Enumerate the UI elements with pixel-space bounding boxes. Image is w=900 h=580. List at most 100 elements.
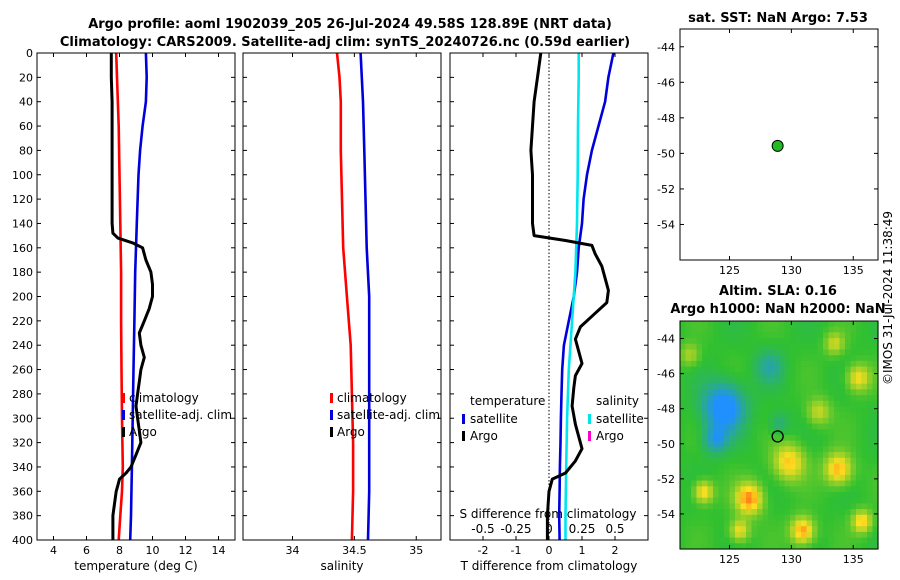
sla-heatmap-cell	[823, 514, 830, 522]
sla-heatmap-cell	[773, 520, 780, 527]
salinity-legend-swatch	[330, 393, 333, 403]
sla-heatmap-cell	[817, 366, 824, 373]
sla-heatmap-cell	[751, 355, 758, 362]
sla-heatmap-cell	[801, 520, 808, 527]
sla-heatmap-cell	[828, 452, 835, 459]
sla-heatmap-cell	[784, 406, 791, 413]
sla-heatmap-cell	[779, 343, 786, 351]
sla-heatmap-cell	[680, 332, 687, 339]
sla-heatmap-cell	[828, 383, 835, 390]
sla-heatmap-cell	[762, 321, 769, 328]
sla-heatmap-cell	[713, 531, 720, 539]
sla-heatmap-cell	[817, 429, 824, 436]
sla-heatmap-cell	[729, 537, 736, 544]
sla-heatmap-cell	[757, 435, 764, 442]
sla-heatmap-cell	[713, 492, 720, 499]
sla-heatmap-cell	[856, 378, 863, 385]
sla-heatmap-cell	[702, 378, 709, 385]
sla-heatmap-cell	[685, 383, 692, 390]
sla-heatmap-cell	[817, 543, 824, 550]
sla-heatmap-cell	[762, 383, 769, 390]
sla-heatmap-cell	[872, 520, 879, 527]
sla-heatmap-cell	[773, 321, 780, 328]
sla-heatmap-cell	[729, 452, 736, 459]
temperature-ytick-label: 20	[19, 71, 33, 84]
sla-heatmap-cell	[784, 435, 791, 442]
sla-heatmap-cell	[746, 514, 753, 522]
sla-heatmap-cell	[812, 440, 819, 447]
sla-heatmap-cell	[773, 395, 780, 402]
sla-heatmap-cell	[845, 463, 852, 470]
sla-heatmap-cell	[817, 457, 824, 465]
salinity-series-satellite-adj-clim	[359, 52, 371, 541]
sla-heatmap-cell	[790, 486, 797, 493]
sla-heatmap-cell	[872, 326, 879, 333]
sla-heatmap-cell	[806, 389, 813, 396]
sla-heatmap-cell	[685, 497, 692, 504]
sla-heatmap-cell	[691, 372, 698, 379]
sla-heatmap-cell	[839, 332, 846, 339]
sla-heatmap-cell	[795, 343, 802, 351]
sla-heatmap-cell	[746, 321, 753, 328]
sla-heatmap-cell	[762, 372, 769, 379]
sla-heatmap-cell	[740, 543, 747, 550]
sla-heatmap-cell	[724, 366, 731, 373]
sla-heatmap-cell	[801, 446, 808, 453]
sla-heatmap-cell	[834, 389, 841, 396]
sla-heatmap-cell	[773, 349, 780, 356]
sla-heatmap-cell	[784, 423, 791, 430]
sla-heatmap-cell	[845, 446, 852, 453]
sla-heatmap-cell	[702, 526, 709, 533]
sla-heatmap-cell	[718, 360, 725, 368]
sla-heatmap-cell	[713, 469, 720, 476]
sla-heatmap-cell	[702, 338, 709, 345]
sla-heatmap-cell	[680, 497, 687, 504]
sla-heatmap-cell	[696, 355, 703, 362]
sla-heatmap-cell	[828, 446, 835, 453]
sla-heatmap-cell	[828, 372, 835, 379]
sla-heatmap-cell	[861, 429, 868, 436]
sla-heatmap-cell	[685, 537, 692, 544]
sla-heatmap-cell	[751, 326, 758, 333]
sla-heatmap-cell	[801, 423, 808, 430]
sla-heatmap-cell	[839, 486, 846, 493]
sla-heatmap-cell	[828, 429, 835, 436]
sla-heatmap-cell	[685, 463, 692, 470]
sla-heatmap-cell	[834, 423, 841, 430]
sla-heatmap-cell	[861, 378, 868, 385]
sla-heatmap-cell	[773, 452, 780, 459]
salinity-series-climatology	[335, 52, 355, 541]
sla-heatmap-cell	[812, 543, 819, 550]
sla-heatmap-cell	[696, 446, 703, 453]
sla-heatmap-cell	[828, 543, 835, 550]
sla-heatmap-cell	[702, 389, 709, 396]
sla-heatmap-cell	[839, 383, 846, 390]
sla-heatmap-cell	[702, 435, 709, 442]
sla-heatmap-cell	[817, 509, 824, 516]
sla-heatmap-cell	[856, 440, 863, 447]
sla-heatmap-cell	[795, 457, 802, 465]
sla-heatmap-cell	[691, 474, 698, 482]
temperature-xtick-label: 14	[212, 544, 226, 557]
sla-heatmap-cell	[839, 537, 846, 544]
sla-heatmap-cell	[718, 349, 725, 356]
sla-heatmap-cell	[746, 349, 753, 356]
sla-heatmap-cell	[680, 366, 687, 373]
sla-heatmap-cell	[702, 520, 709, 527]
sla-heatmap-cell	[817, 531, 824, 539]
sla-heatmap-cell	[680, 514, 687, 522]
sla-heatmap-cell	[845, 492, 852, 499]
sla-heatmap-cell	[779, 360, 786, 368]
sla-heatmap-cell	[751, 509, 758, 516]
diff-s-tick-label: -0.25	[500, 522, 531, 536]
sla-heatmap-cell	[801, 383, 808, 390]
sla-heatmap-cell	[823, 406, 830, 413]
sla-heatmap-cell	[696, 463, 703, 470]
sla-heatmap-cell	[729, 509, 736, 516]
sla-heatmap-cell	[751, 543, 758, 550]
sla-heatmap-cell	[691, 338, 698, 345]
sla-heatmap-cell	[823, 543, 830, 550]
sla-heatmap-cell	[691, 463, 698, 470]
sla-heatmap-cell	[680, 395, 687, 402]
sla-heatmap-cell	[812, 514, 819, 522]
